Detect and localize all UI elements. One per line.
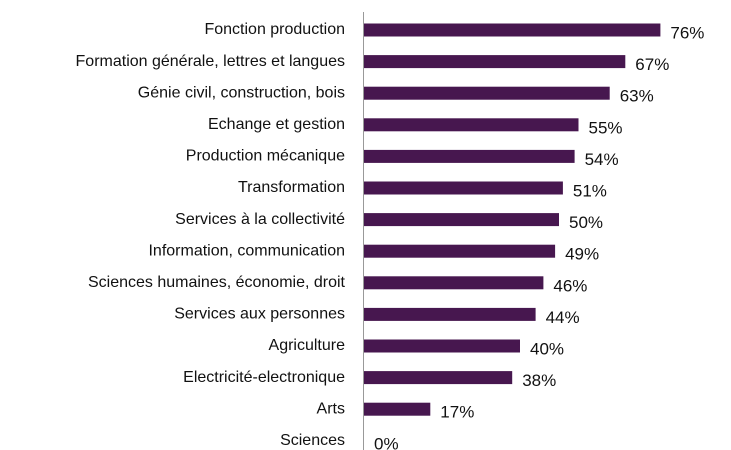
value-label: 17% <box>440 403 474 422</box>
bar <box>364 181 563 195</box>
category-label: Génie civil, construction, bois <box>138 84 345 101</box>
value-label: 51% <box>573 181 607 200</box>
category-label: Information, communication <box>148 242 345 259</box>
value-label: 46% <box>553 276 587 295</box>
value-label: 55% <box>589 118 623 137</box>
bar <box>364 55 626 69</box>
category-label: Arts <box>317 400 345 417</box>
value-label: 67% <box>635 55 669 74</box>
bar <box>364 307 536 321</box>
value-label: 40% <box>530 339 564 358</box>
value-label: 0% <box>374 434 399 450</box>
bar <box>364 86 610 100</box>
bar <box>364 402 431 416</box>
bar <box>364 118 579 132</box>
bar <box>364 213 559 227</box>
category-label: Services aux personnes <box>174 306 345 323</box>
value-label: 54% <box>585 150 619 169</box>
bar <box>364 371 513 385</box>
category-label: Echange et gestion <box>208 116 345 133</box>
bar <box>364 276 544 290</box>
category-label: Services à la collectivité <box>175 211 345 228</box>
value-label: 76% <box>670 23 704 42</box>
bar <box>364 339 520 353</box>
value-label: 49% <box>565 245 599 264</box>
category-label: Formation générale, lettres et langues <box>76 53 345 70</box>
category-label: Sciences <box>280 432 345 449</box>
category-label: Sciences humaines, économie, droit <box>88 274 346 291</box>
value-label: 38% <box>522 371 556 390</box>
value-label: 50% <box>569 213 603 232</box>
category-label: Agriculture <box>269 337 346 354</box>
value-label: 44% <box>546 308 580 327</box>
value-label: 63% <box>620 87 654 106</box>
bar <box>364 23 661 37</box>
category-label: Fonction production <box>204 21 345 38</box>
category-label: Transformation <box>238 179 345 196</box>
bar <box>364 244 556 258</box>
bar <box>364 149 575 163</box>
category-label: Production mécanique <box>186 148 345 165</box>
category-label: Electricité-electronique <box>183 369 345 386</box>
